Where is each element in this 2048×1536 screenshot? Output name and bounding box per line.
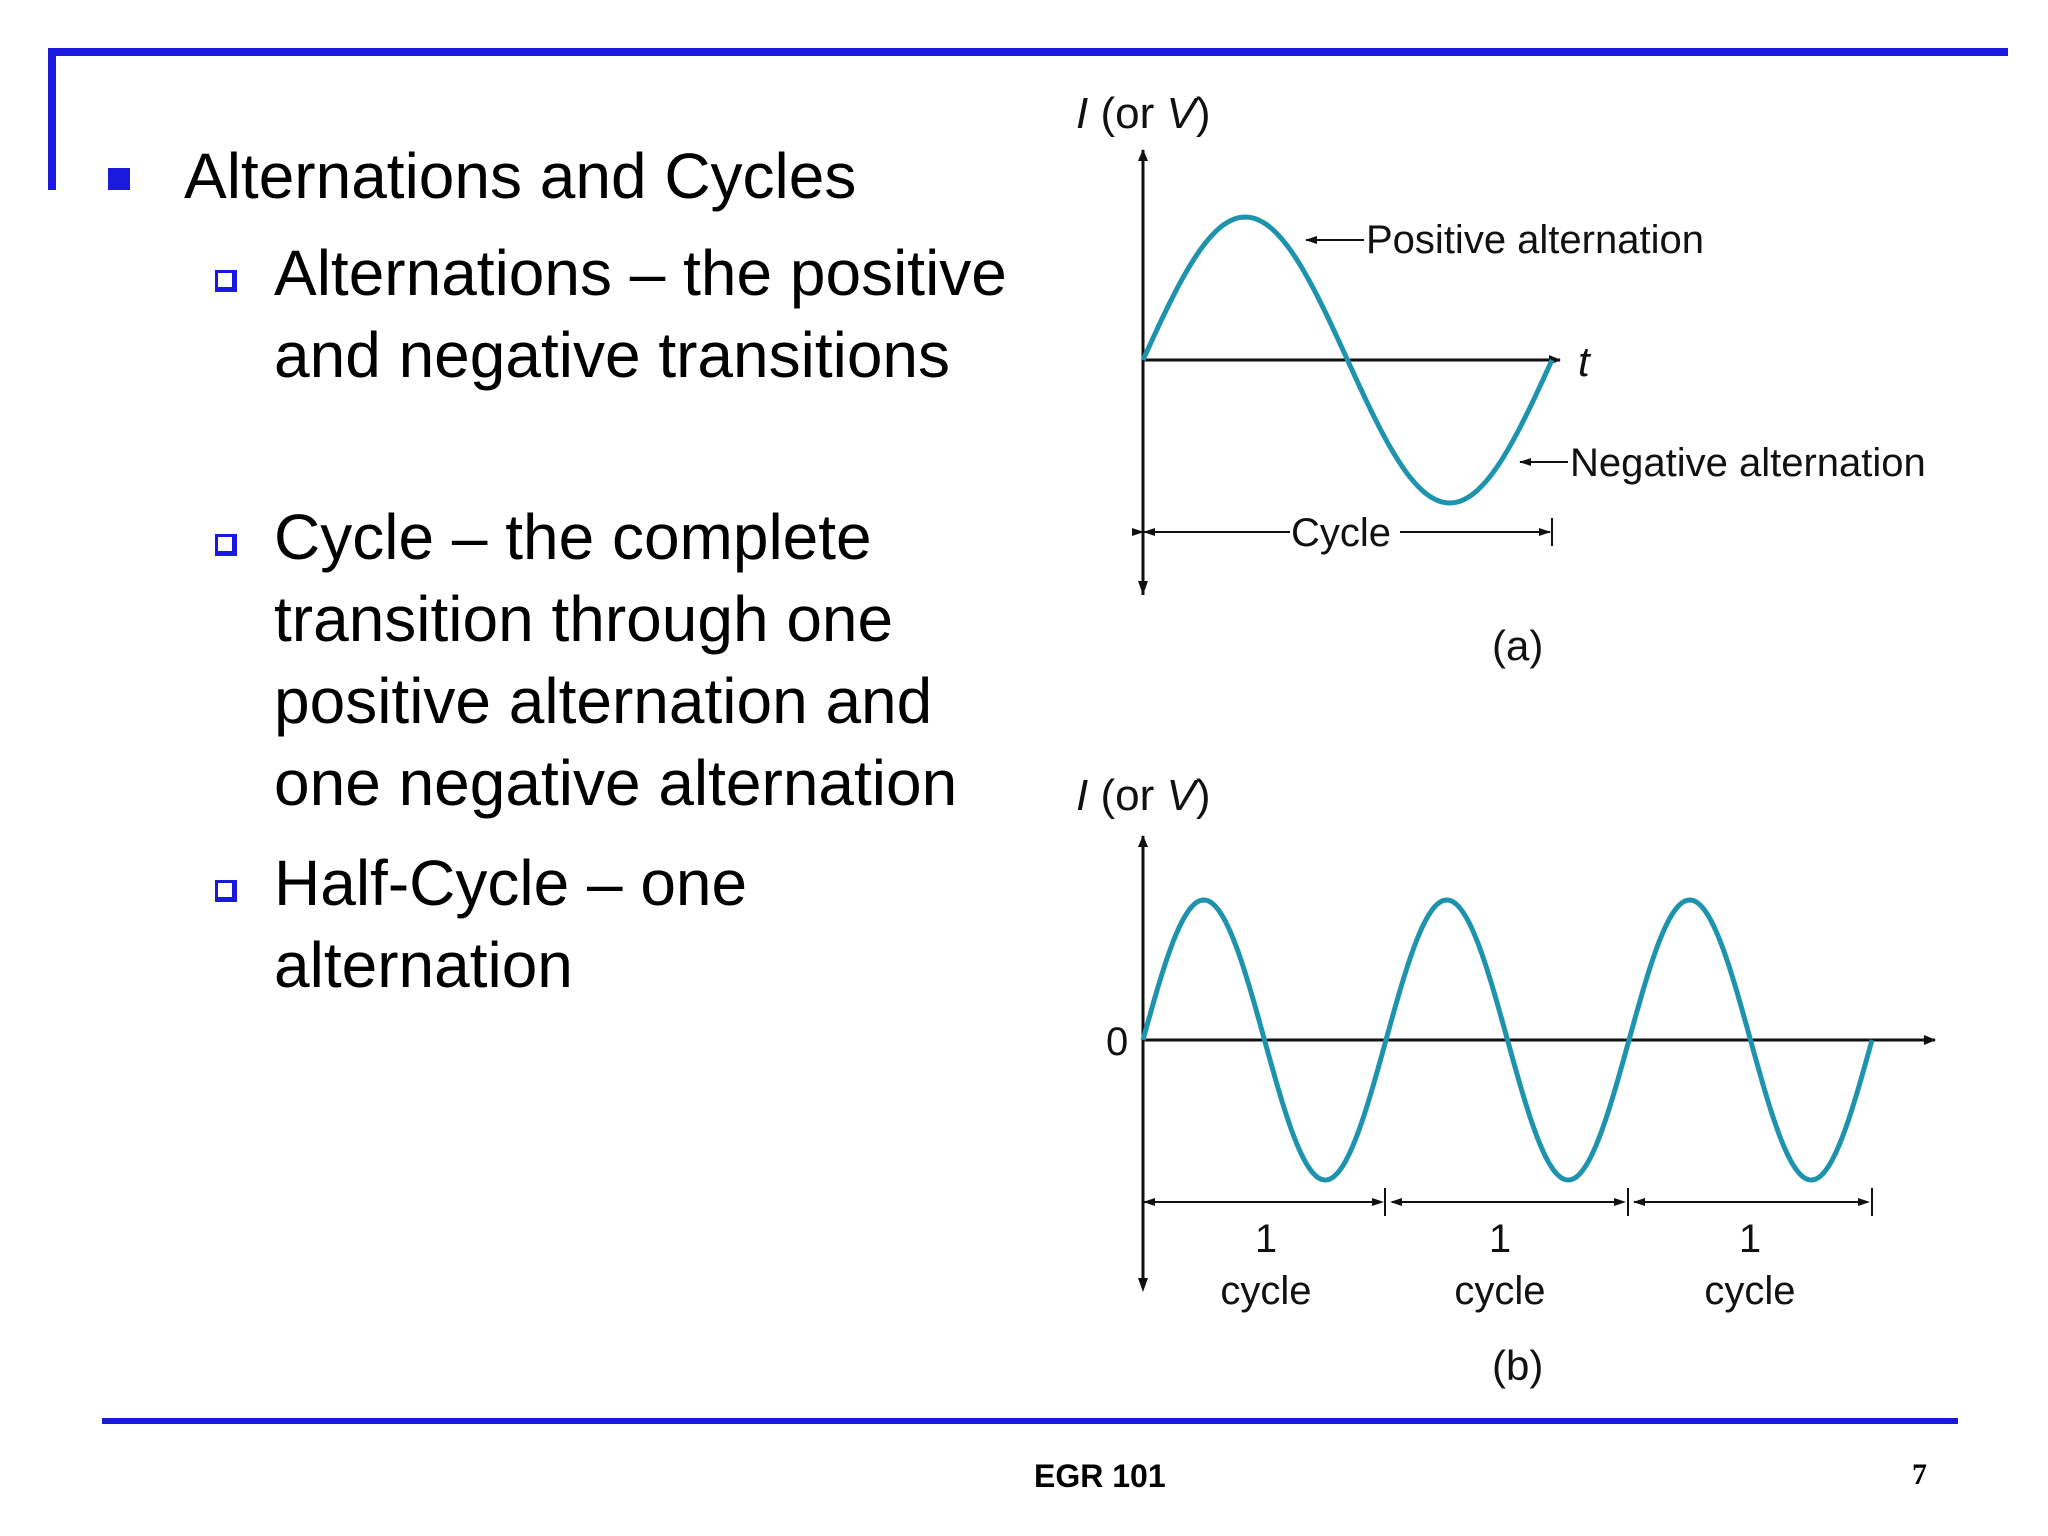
cycle-3-word: cycle bbox=[1704, 1269, 1795, 1313]
main-bullet-text: Alternations and Cycles bbox=[184, 140, 857, 212]
sub-bullet-marker bbox=[215, 270, 237, 292]
sub-bullet-marker bbox=[215, 534, 237, 556]
cycle-dimension-2 bbox=[1390, 1188, 1629, 1216]
waveform-diagram: I (or V) t Positive alternation Negative… bbox=[1076, 89, 1936, 1389]
sub-bullet-cycle: Cycle – the complete transition through … bbox=[274, 501, 958, 819]
sub-bullet-alternations: Alternations – the positive and negative… bbox=[274, 237, 1007, 391]
bottom-rule bbox=[102, 1418, 1958, 1424]
left-rule bbox=[48, 48, 56, 190]
figure-a: I (or V) t Positive alternation Negative… bbox=[1076, 89, 1926, 669]
main-bullet-marker bbox=[108, 168, 130, 190]
figure-b-sine-wave bbox=[1140, 897, 1875, 1183]
cycle-dimension-3 bbox=[1633, 1188, 1873, 1216]
bullet-list: Alternations and Cycles Alternations – t… bbox=[0, 0, 1040, 1400]
cycle-3-number: 1 bbox=[1739, 1217, 1761, 1261]
cycle-1-number: 1 bbox=[1255, 1217, 1277, 1261]
cycle-dimension-1 bbox=[1143, 1188, 1386, 1216]
figure-a-sine-wave bbox=[1140, 214, 1555, 506]
cycle-1-word: cycle bbox=[1220, 1269, 1311, 1313]
figure-a-y-axis-down-arrow bbox=[1138, 581, 1148, 595]
figure-b: I (or V) 0 1 cycle 1 cycle 1 bbox=[1076, 771, 1936, 1389]
cycle-2-number: 1 bbox=[1489, 1217, 1511, 1261]
cycle-label: Cycle bbox=[1291, 511, 1391, 555]
sub-bullet-marker bbox=[215, 880, 237, 902]
footer-page-number: 7 bbox=[1912, 1458, 1927, 1491]
figure-a-x-axis-label: t bbox=[1578, 338, 1592, 385]
top-rule bbox=[48, 48, 2008, 56]
positive-alternation-label: Positive alternation bbox=[1366, 218, 1704, 262]
figure-b-y-axis-label: I (or V) bbox=[1076, 771, 1210, 820]
figure-a-y-axis-label: I (or V) bbox=[1076, 89, 1210, 138]
cycle-2-word: cycle bbox=[1454, 1269, 1545, 1313]
negative-alternation-label: Negative alternation bbox=[1570, 441, 1926, 485]
zero-label: 0 bbox=[1106, 1020, 1128, 1064]
footer-course-label: EGR 101 bbox=[1034, 1458, 1166, 1494]
sub-bullet-half-cycle: Half-Cycle – one alternation bbox=[274, 847, 748, 1001]
figure-b-y-axis-down-arrow bbox=[1138, 1278, 1148, 1292]
figure-b-caption: (b) bbox=[1492, 1342, 1543, 1389]
figure-a-caption: (a) bbox=[1492, 622, 1543, 669]
